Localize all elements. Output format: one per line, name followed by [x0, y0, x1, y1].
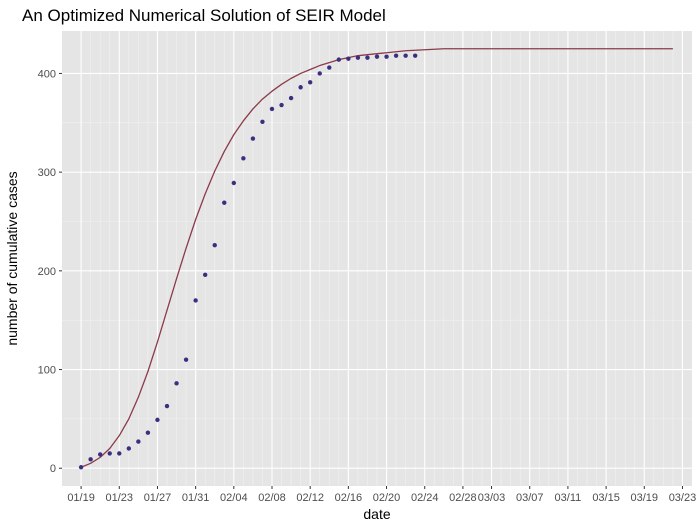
y-tick-label: 300 — [38, 167, 56, 179]
y-tick-label: 0 — [50, 463, 56, 475]
y-tick-label: 400 — [38, 68, 56, 80]
data-point — [212, 242, 217, 248]
data-point — [317, 71, 322, 76]
data-point — [260, 119, 265, 125]
x-tick-label: 02/16 — [335, 492, 363, 504]
data-point — [183, 357, 189, 362]
data-point — [241, 156, 246, 161]
data-point — [164, 403, 170, 409]
x-tick-label: 03/03 — [478, 492, 506, 504]
x-axis-title: date — [363, 506, 390, 522]
fit-line-path — [80, 48, 673, 468]
x-tick-label: 01/27 — [144, 492, 172, 504]
data-point — [117, 451, 122, 456]
data-point — [193, 298, 198, 303]
data-point — [78, 465, 84, 470]
x-tick-label: 02/08 — [258, 492, 286, 504]
data-point — [107, 451, 112, 456]
x-tick-label: 01/31 — [182, 492, 210, 504]
data-point — [288, 95, 294, 101]
data-point — [365, 55, 370, 60]
x-tick-label: 02/24 — [411, 492, 439, 504]
data-point — [355, 55, 361, 60]
data-point — [145, 430, 151, 435]
data-point — [126, 446, 132, 451]
x-tick-label: 03/19 — [631, 492, 659, 504]
data-point — [174, 381, 179, 386]
data-point — [269, 106, 275, 112]
data-point — [155, 417, 160, 423]
data-points — [78, 53, 418, 470]
x-tick-label: 01/19 — [67, 492, 95, 504]
fit-line — [80, 48, 673, 468]
y-tick-label: 100 — [38, 365, 56, 377]
x-tick-label: 01/23 — [106, 492, 134, 504]
data-point — [346, 56, 351, 61]
data-point — [393, 53, 399, 58]
x-tick-label: 03/07 — [516, 492, 544, 504]
data-point — [327, 65, 332, 70]
data-point — [307, 80, 313, 85]
x-tick-label: 03/11 — [555, 492, 582, 504]
grid-minor — [62, 31, 692, 486]
y-axis: 0 100 200 300 400 — [38, 68, 62, 475]
x-tick-label: 02/28 — [449, 492, 477, 504]
data-point — [202, 272, 208, 277]
data-point — [336, 57, 342, 62]
x-tick-label: 03/15 — [592, 492, 620, 504]
data-point — [222, 200, 227, 205]
data-point — [374, 54, 380, 59]
data-point — [384, 54, 389, 59]
y-axis-title: number of cumulative cases — [4, 171, 20, 345]
data-point — [298, 85, 303, 90]
x-tick-label: 02/04 — [220, 492, 248, 504]
y-tick-label: 200 — [38, 266, 56, 278]
data-point — [412, 53, 418, 58]
chart-title: An Optimized Numerical Solution of SEIR … — [22, 6, 386, 25]
data-point — [403, 53, 408, 58]
data-point — [136, 439, 141, 444]
x-axis: 01/19 01/23 01/27 01/31 02/04 02/08 02/12 02/16… — [67, 486, 696, 504]
x-tick-label: 02/12 — [296, 492, 324, 504]
data-point — [97, 452, 103, 457]
data-point — [250, 136, 256, 141]
x-tick-label: 03/23 — [669, 492, 697, 504]
x-tick-label: 02/20 — [373, 492, 401, 504]
data-point — [279, 102, 284, 108]
data-point — [88, 457, 93, 462]
data-point — [231, 180, 237, 186]
